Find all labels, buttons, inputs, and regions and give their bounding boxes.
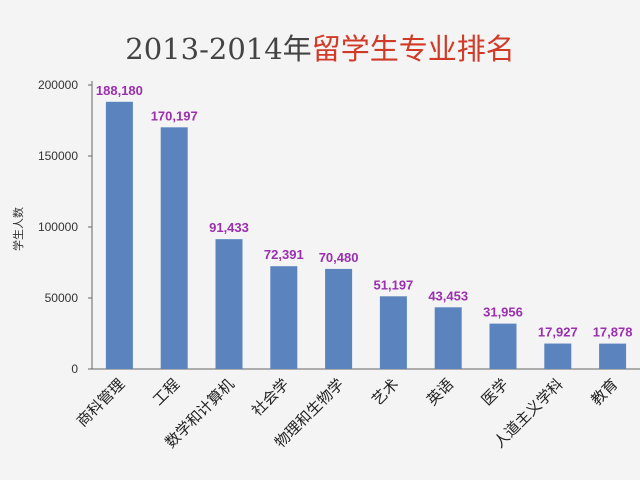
bar [215, 239, 243, 369]
data-label: 188,180 [96, 83, 143, 98]
data-label: 51,197 [374, 277, 414, 292]
data-label: 43,453 [428, 288, 468, 303]
title-year: 2013-2014年 [125, 32, 312, 66]
category-label: 社会学 [248, 375, 293, 420]
bar [489, 323, 517, 369]
bar [599, 343, 627, 369]
bar [544, 343, 572, 369]
category-label: 教育 [587, 375, 621, 409]
data-label: 31,956 [483, 305, 523, 320]
data-label: 170,197 [151, 108, 198, 123]
bar [270, 266, 298, 369]
y-tick-label: 150000 [38, 149, 78, 163]
y-tick-label: 100000 [38, 220, 78, 234]
y-tick-label: 50000 [45, 291, 79, 305]
data-label: 72,391 [264, 247, 304, 262]
bar [325, 268, 353, 369]
category-label: 商科管理 [73, 375, 128, 430]
data-label: 17,878 [593, 325, 633, 340]
category-label: 英语 [423, 375, 457, 409]
bar [379, 296, 407, 369]
chart-title: 2013-2014年留学生专业排名 [0, 26, 640, 68]
bar [434, 307, 462, 369]
title-highlight: 留学生专业排名 [311, 32, 515, 66]
y-axis-label: 学生人数 [11, 207, 25, 251]
data-label: 91,433 [209, 220, 249, 235]
category-label: 艺术 [368, 375, 402, 409]
bar [160, 127, 188, 370]
data-label: 70,480 [319, 250, 359, 265]
bar [105, 101, 133, 370]
y-tick-label: 0 [71, 362, 78, 376]
category-label: 医学 [478, 375, 512, 409]
data-label: 17,927 [538, 325, 578, 340]
y-tick-label: 200000 [38, 78, 78, 92]
category-label: 工程 [149, 375, 183, 409]
